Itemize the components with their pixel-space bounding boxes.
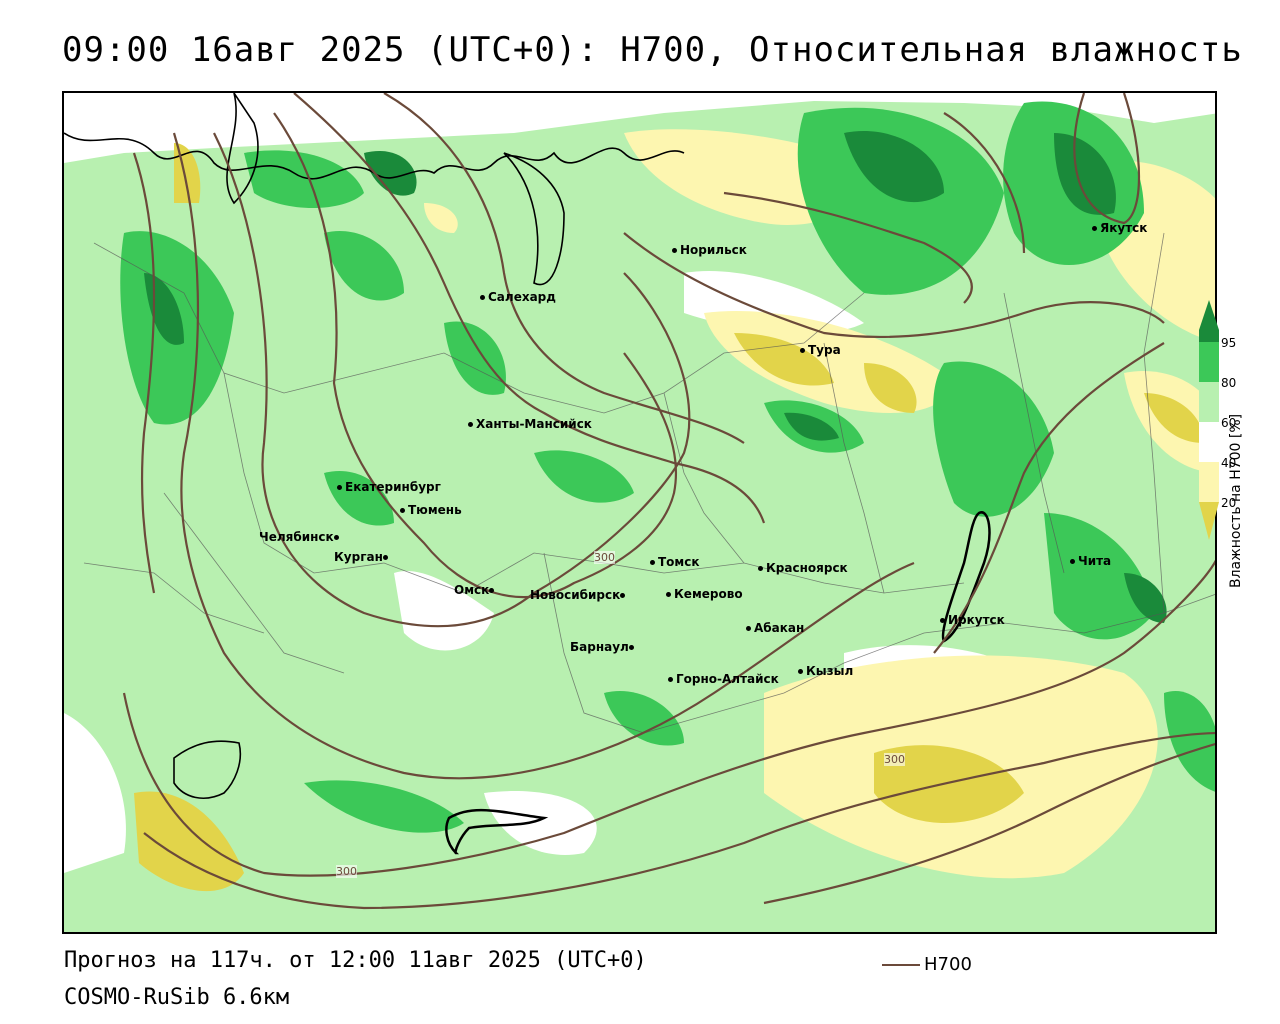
city-dot: [489, 588, 495, 593]
city-dot: [746, 626, 751, 631]
city-dot: [1070, 559, 1075, 564]
city-dot: [650, 560, 655, 565]
model-name: COSMO-RuSib 6.6км: [64, 985, 290, 1010]
legend-tick-20: 20: [1221, 496, 1237, 510]
city-dot: [480, 295, 485, 300]
legend-swatch-95-box: [1199, 330, 1219, 342]
legend-tick-60: 60: [1221, 416, 1237, 430]
legend-swatch-50: [1199, 422, 1219, 462]
city-dot: [620, 593, 626, 598]
city-dot: [1092, 226, 1097, 231]
map-title: 09:00 16авг 2025 (UTC+0): H700, Относите…: [62, 30, 1243, 70]
legend-tick-95: 95: [1221, 336, 1237, 350]
city-khanty-mansiysk[interactable]: Ханты-Мансийск: [468, 417, 592, 431]
city-novosibirsk[interactable]: Новосибирск: [530, 588, 628, 602]
legend-tick-40: 40: [1221, 456, 1237, 470]
city-dot: [666, 592, 671, 597]
contour-line-label: H700: [924, 954, 972, 975]
city-chita[interactable]: Чита: [1070, 554, 1111, 568]
legend-swatch-95: [1199, 300, 1219, 330]
legend-swatch-80: [1199, 342, 1219, 382]
city-yakutsk[interactable]: Якутск: [1092, 221, 1147, 235]
contour-line-legend: H700: [882, 954, 1062, 976]
city-abakan[interactable]: Абакан: [746, 621, 804, 635]
city-dot: [672, 248, 677, 253]
city-dot: [800, 348, 805, 353]
city-gorno-altaysk[interactable]: Горно-Алтайск: [668, 672, 779, 686]
contour-label: 300: [884, 753, 905, 766]
forecast-info: Прогноз на 117ч. от 12:00 11авг 2025 (UT…: [64, 948, 647, 973]
city-dot: [798, 669, 803, 674]
humidity-field: [64, 93, 1215, 932]
city-kyzyl[interactable]: Кызыл: [798, 664, 853, 678]
legend-swatch-20: [1199, 502, 1219, 540]
city-norilsk[interactable]: Норильск: [672, 243, 747, 257]
city-tura[interactable]: Тура: [800, 343, 841, 357]
weather-map[interactable]: 300 300 300 Норильск Якутск Салехард Тур…: [62, 91, 1217, 934]
legend-swatch-60: [1199, 382, 1219, 422]
city-ekaterinburg[interactable]: Екатеринбург: [337, 480, 441, 494]
city-dot: [400, 508, 405, 513]
city-dot: [668, 677, 673, 682]
city-dot: [382, 555, 388, 560]
city-chelyabinsk[interactable]: Челябинск: [259, 530, 342, 544]
city-dot: [940, 618, 945, 623]
legend-title: Влажность на H700 [%]: [1228, 413, 1244, 588]
city-barnaul[interactable]: Барнаул: [570, 640, 637, 654]
city-tyumen[interactable]: Тюмень: [400, 503, 462, 517]
city-dot: [333, 535, 339, 540]
city-dot: [628, 645, 634, 650]
city-dot: [468, 422, 473, 427]
city-tomsk[interactable]: Томск: [650, 555, 700, 569]
city-dot: [758, 566, 763, 571]
city-irkutsk[interactable]: Иркутск: [940, 613, 1005, 627]
city-dot: [337, 485, 342, 490]
legend-tick-80: 80: [1221, 376, 1237, 390]
legend-swatch-40: [1199, 462, 1219, 502]
city-krasnoyarsk[interactable]: Красноярск: [758, 561, 848, 575]
humidity-color-legend: [1199, 300, 1219, 540]
contour-label: 300: [594, 551, 615, 564]
city-kurgan[interactable]: Курган: [334, 550, 391, 564]
city-kemerovo[interactable]: Кемерово: [666, 587, 743, 601]
contour-label: 300: [336, 865, 357, 878]
city-salekhard[interactable]: Салехард: [480, 290, 556, 304]
city-omsk[interactable]: Омск: [454, 583, 497, 597]
contour-line-swatch: [882, 964, 920, 966]
